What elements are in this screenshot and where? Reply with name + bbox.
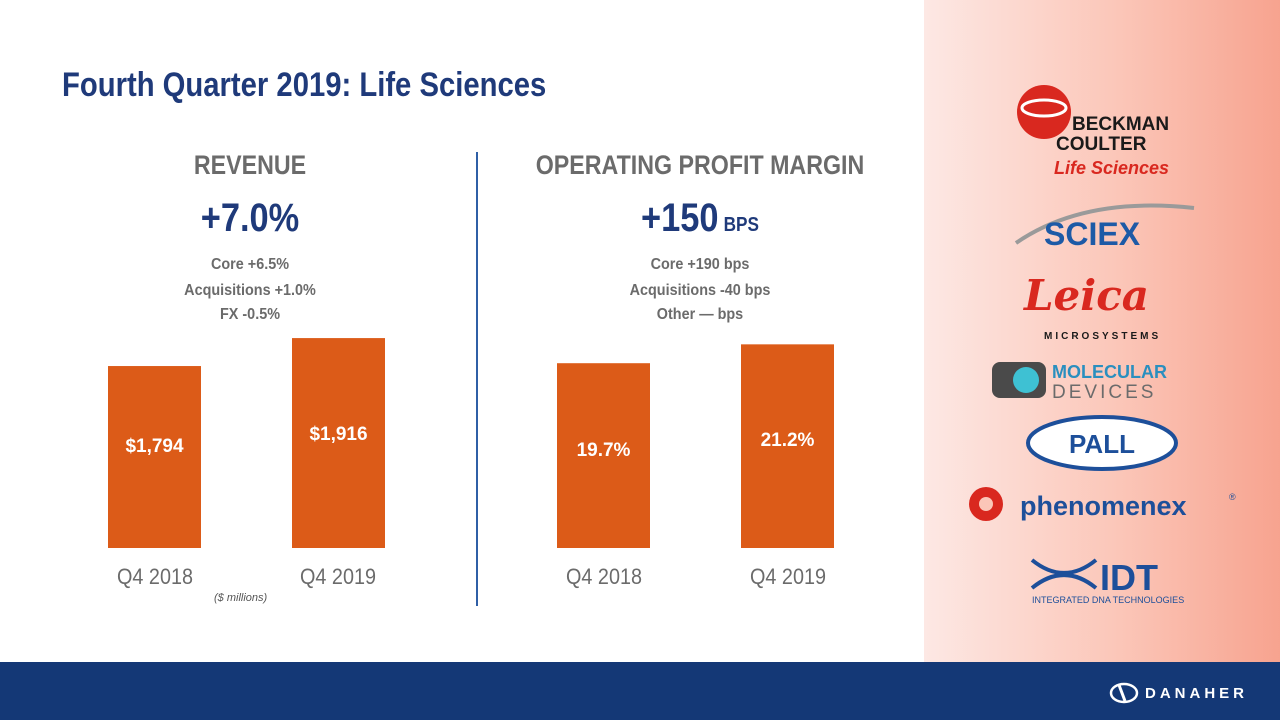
revenue-heading: REVENUE [193, 150, 307, 180]
danaher-logo: DANAHER [1109, 682, 1248, 704]
phenomenex-mark: ® [1229, 492, 1236, 502]
footer-bar: DANAHER [0, 662, 1280, 720]
revenue-detail-fx: FX -0.5% [219, 306, 281, 323]
brand-logos: BECKMAN COULTER Life Sciences SCIEX Leic… [969, 85, 1236, 605]
margin-bar-1 [741, 344, 834, 548]
revenue-bar-1 [292, 338, 385, 548]
margin-headline-value: +150 [640, 196, 719, 240]
sciex-name: SCIEX [1044, 216, 1141, 252]
revenue-chart: $1,794 $1,916 [100, 320, 400, 560]
margin-category-q4-2019: Q4 2019 [750, 564, 826, 589]
molecular-devices-logo: MOLECULAR DEVICES [992, 362, 1167, 403]
beckman-line3: Life Sciences [1054, 158, 1169, 178]
revenue-category-q4-2018: Q4 2018 [117, 564, 193, 589]
molecular-line2: DEVICES [1052, 382, 1156, 403]
margin-chart: 19.7% 21.2% [550, 320, 850, 560]
margin-bar-label-1: 21.2% [761, 430, 815, 451]
phenomenex-name: phenomenex [1020, 491, 1187, 521]
margin-bar-chart: 19.7% 21.2% [557, 344, 834, 548]
revenue-bar-0 [108, 366, 201, 548]
revenue-bar-chart: $1,794 $1,916 [108, 338, 385, 548]
margin-detail-acquisitions: Acquisitions -40 bps [629, 282, 771, 299]
revenue-bar-label-0: $1,794 [125, 436, 184, 457]
margin-detail-other: Other — bps [656, 306, 744, 323]
margin-detail-core: Core +190 bps [650, 256, 750, 273]
margin-headline-unit: BPS [723, 214, 760, 236]
pall-logo: PALL [1026, 415, 1178, 471]
revenue-category-q4-2019: Q4 2019 [300, 564, 376, 589]
phenomenex-logo: phenomenex ® [969, 487, 1236, 521]
revenue-headline: +7.0% [200, 196, 300, 240]
leica-name: Leica [1023, 271, 1149, 320]
sciex-logo: SCIEX [1014, 203, 1195, 252]
units-note: ($ millions) [214, 592, 268, 604]
page-title: Fourth Quarter 2019: Life Sciences [62, 66, 547, 104]
revenue-detail-acquisitions: Acquisitions +1.0% [184, 282, 316, 299]
idt-name: IDT [1100, 557, 1158, 598]
idt-sub: INTEGRATED DNA TECHNOLOGIES [1032, 595, 1184, 605]
pall-name: PALL [1069, 429, 1135, 459]
revenue-detail-core: Core +6.5% [210, 256, 290, 273]
beckman-line1: BECKMAN [1072, 114, 1169, 135]
margin-category-q4-2018: Q4 2018 [566, 564, 642, 589]
leica-sub: MICROSYSTEMS [1044, 331, 1161, 342]
margin-heading: OPERATING PROFIT MARGIN [535, 150, 865, 180]
revenue-bar-label-1: $1,916 [309, 424, 367, 445]
margin-bar-0 [557, 363, 650, 548]
beckman-coulter-logo: BECKMAN COULTER Life Sciences [1017, 85, 1169, 178]
beckman-line2: COULTER [1056, 134, 1147, 155]
margin-bar-label-0: 19.7% [577, 440, 631, 461]
leica-logo: Leica MICROSYSTEMS [1023, 271, 1161, 342]
molecular-line1: MOLECULAR [1052, 362, 1167, 382]
brand-panel: BECKMAN COULTER Life Sciences SCIEX Leic… [924, 0, 1280, 662]
margin-headline: +150 BPS [597, 196, 803, 241]
idt-logo: IDT INTEGRATED DNA TECHNOLOGIES [1030, 557, 1184, 605]
section-divider [476, 152, 478, 606]
danaher-logo-text: DANAHER [1145, 684, 1248, 702]
danaher-mark-icon [1109, 682, 1139, 704]
